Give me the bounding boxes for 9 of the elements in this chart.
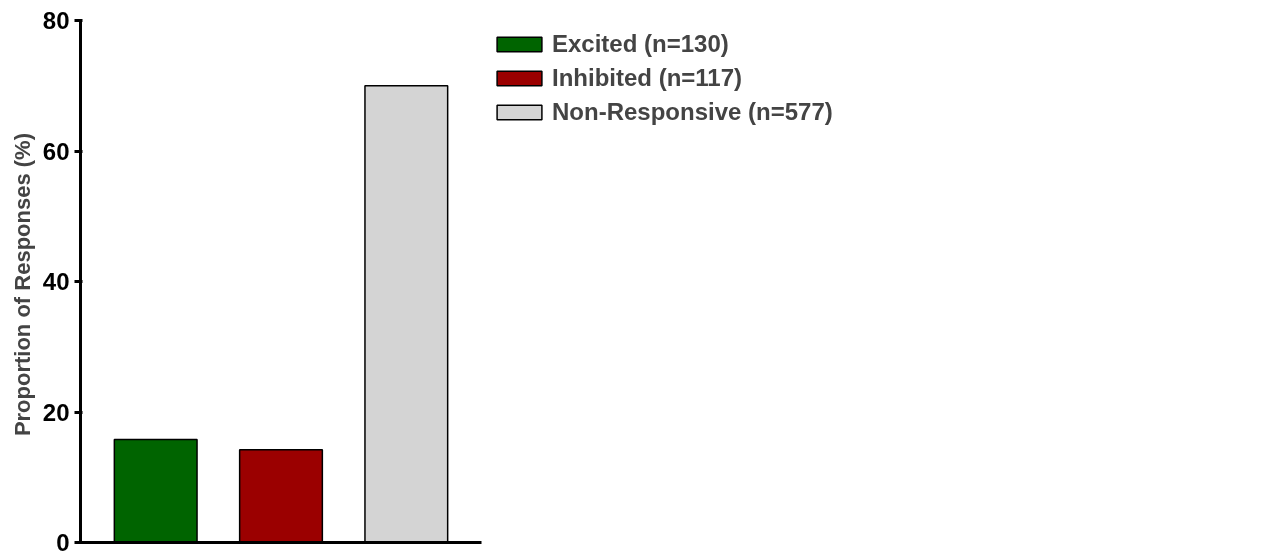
y-tick-label: 80 (42, 7, 70, 34)
legend-label: Non-Responsive (n=577) (552, 98, 833, 126)
legend-label: Inhibited (n=117) (552, 64, 743, 92)
legend-label: Excited (n=130) (552, 30, 729, 58)
y-tick-label: 0 (56, 529, 70, 556)
y-tick-label: 60 (42, 137, 70, 165)
y-tick-label: 20 (42, 398, 70, 426)
y-tick-label: 40 (42, 268, 70, 295)
y-axis-title: Proportion of Responses (%) (9, 132, 35, 437)
